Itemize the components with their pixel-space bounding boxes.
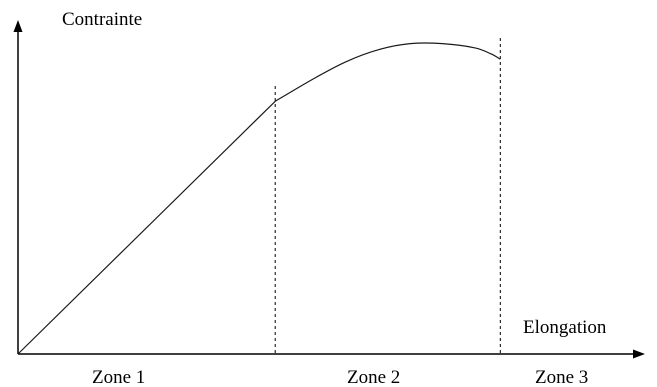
y-axis-label: Contrainte bbox=[62, 9, 142, 30]
zone-label-2: Zone 2 bbox=[347, 367, 400, 387]
zone-label-1: Zone 1 bbox=[92, 367, 145, 387]
x-axis-label: Elongation bbox=[523, 317, 607, 338]
stress-curve bbox=[17, 42, 501, 355]
y-axis-arrow bbox=[13, 20, 23, 32]
x-axis-arrow bbox=[633, 349, 645, 359]
zone-label-3: Zone 3 bbox=[535, 367, 588, 387]
zone-boundaries bbox=[274, 38, 501, 354]
